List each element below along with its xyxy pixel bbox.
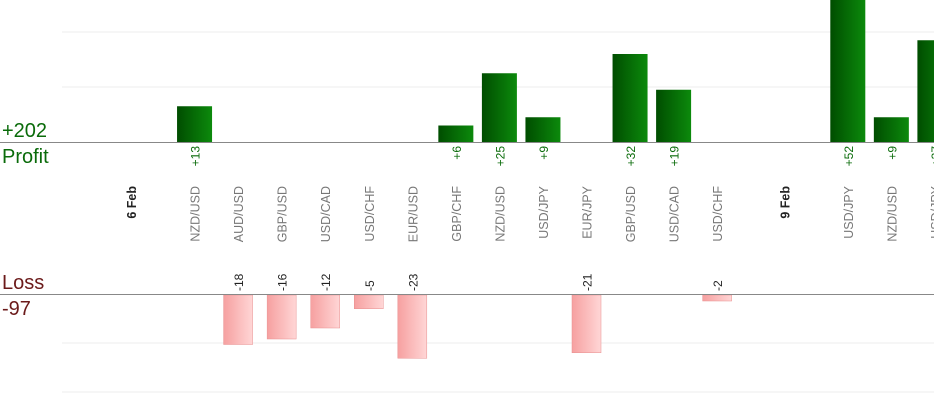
pair-label: AUD/USD [232, 186, 246, 242]
profit-value-label: +6 [450, 146, 464, 160]
loss-bar [354, 294, 384, 309]
pair-label: EUR/USD [406, 186, 420, 242]
loss-bar [702, 294, 732, 302]
labels: 6 Feb +13 NZD/USD -18 AUD/USD -16 GBP/USD -12 US… [125, 146, 934, 291]
profit-value-label: +32 [624, 146, 638, 167]
profit-bar [438, 125, 474, 142]
loss-label: Loss [2, 272, 45, 294]
profit-value-label: +13 [189, 146, 203, 167]
pair-label: NZD/USD [885, 186, 899, 242]
profit-value-label: +9 [537, 146, 551, 160]
pair-label: USD/CAD [668, 186, 682, 242]
loss-bar [397, 294, 428, 359]
loss-value-label: -2 [711, 280, 725, 291]
loss-value-label: -5 [363, 280, 377, 291]
pair-label: NZD/USD [189, 186, 203, 242]
pair-label: GBP/CHF [450, 186, 464, 242]
profit-total: +202 [2, 120, 48, 142]
loss-bar [223, 294, 253, 345]
pair-label: USD/CHF [711, 186, 725, 242]
loss-value-label: -18 [232, 273, 246, 291]
profit-value-label: +19 [668, 146, 682, 167]
loss-value-label: -23 [406, 273, 420, 291]
loss-total: -97 [2, 298, 31, 320]
pair-label: EUR/JPY [581, 185, 595, 238]
profit-value-label: +25 [493, 146, 507, 167]
loss-bar [310, 294, 340, 329]
pair-label: NZD/USD [493, 186, 507, 242]
loss-value-label: -21 [581, 273, 595, 291]
profit-value-label: +52 [842, 146, 856, 167]
loss-bar [266, 294, 297, 340]
date-label: 9 Feb [778, 186, 792, 219]
profit-bar [656, 89, 692, 142]
profit-bar [612, 54, 648, 142]
profit-bar [177, 106, 213, 142]
profit-bar [917, 40, 934, 142]
loss-value-label: -12 [319, 273, 333, 291]
pair-label: GBP/USD [276, 186, 290, 242]
pair-label: USD/JPY [929, 185, 934, 238]
pair-label: GBP/USD [624, 186, 638, 242]
pair-label: USD/CAD [319, 186, 333, 242]
pair-label: USD/CHF [363, 186, 377, 242]
profit-bar [873, 117, 909, 142]
bars [177, 0, 934, 359]
profit-label: Profit [2, 146, 49, 168]
pair-label: USD/JPY [842, 185, 856, 238]
profit-value-label: +9 [885, 146, 899, 160]
date-label: 6 Feb [125, 186, 139, 219]
zero-axes [0, 142, 934, 295]
profit-bar [830, 0, 866, 142]
profit-value-label: +37 [929, 146, 934, 167]
profit-bar [525, 117, 561, 142]
loss-bar [571, 294, 602, 353]
profit-bar [481, 73, 517, 142]
pair-label: USD/JPY [537, 185, 551, 238]
loss-value-label: -16 [276, 273, 290, 291]
